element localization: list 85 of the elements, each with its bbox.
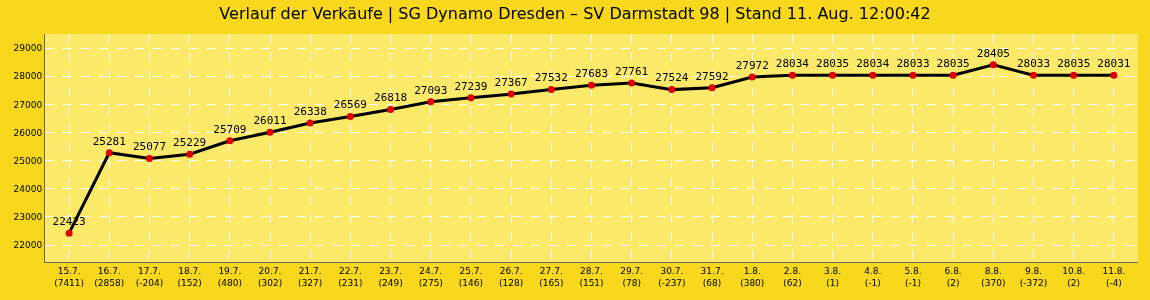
point xyxy=(346,113,354,120)
x-tick-label: 26.7. (128) xyxy=(499,265,524,288)
x-tick-label: 4.8. (-1) xyxy=(864,265,882,288)
x-tick-label: 23.7. (249) xyxy=(378,265,403,288)
data-label: 28033 xyxy=(1016,57,1051,71)
data-label: 27592 xyxy=(695,69,729,83)
y-tick-label: 23000 xyxy=(13,212,43,223)
data-label: 25281 xyxy=(92,134,126,148)
x-tick-label: 18.7. (152) xyxy=(177,265,202,288)
point xyxy=(708,84,716,92)
point xyxy=(507,90,515,98)
x-tick-label: 15.7. (7411) xyxy=(54,265,85,288)
x-tick-label: 29.7. (78) xyxy=(620,265,644,288)
point xyxy=(909,71,917,79)
x-tick-label: 5.8. (-1) xyxy=(904,265,922,288)
x-tick-label: 22.7. (231) xyxy=(338,265,363,288)
data-label: 26818 xyxy=(374,91,408,105)
point xyxy=(145,155,153,162)
y-tick-label: 28000 xyxy=(13,71,43,82)
point xyxy=(628,79,636,87)
x-tick-label: 31.7. (68) xyxy=(700,265,724,288)
y-tick-label: 27000 xyxy=(13,99,43,110)
y-tick-label: 25000 xyxy=(13,155,43,166)
y-tick-label: 22000 xyxy=(13,240,43,251)
x-tick-label: 1.8. (380) xyxy=(740,265,765,288)
point xyxy=(65,229,73,237)
x-tick-label: 9.8. (-372) xyxy=(1019,265,1048,288)
chart-title: Verlauf der Verkäufe | SG Dynamo Dresden – SV Darmstadt 98 | Stand 11. Aug. 12:00:42 xyxy=(219,3,931,23)
y-tick-label: 26000 xyxy=(13,127,43,138)
point xyxy=(949,71,957,79)
x-tick-label: 30.7. (-237) xyxy=(658,265,686,288)
point xyxy=(989,61,997,69)
point xyxy=(588,81,595,89)
point xyxy=(306,119,314,127)
x-tick-label: 20.7. (302) xyxy=(257,265,283,288)
data-label: 26569 xyxy=(333,98,367,112)
data-label: 26011 xyxy=(253,114,287,128)
x-tick-label: 19.7. (480) xyxy=(217,265,242,288)
point xyxy=(869,71,877,79)
point xyxy=(427,98,435,106)
x-tick-label: 10.8. (2) xyxy=(1062,265,1086,288)
data-label: 25229 xyxy=(173,136,207,150)
data-label: 28035 xyxy=(816,57,850,71)
point xyxy=(788,71,796,79)
x-tick-label: 2.8. (62) xyxy=(783,265,802,288)
data-label: 27972 xyxy=(735,58,769,72)
x-tick-label: 24.7. (275) xyxy=(418,265,443,288)
data-label: 28031 xyxy=(1097,57,1131,71)
data-label: 28034 xyxy=(775,57,810,71)
point xyxy=(105,149,113,157)
data-label: 27239 xyxy=(454,79,488,93)
point xyxy=(748,73,756,81)
y-tick-label: 24000 xyxy=(13,183,43,194)
x-tick-label: 27.7. (165) xyxy=(539,265,564,288)
data-label: 27093 xyxy=(414,83,448,97)
x-tick-label: 25.7. (146) xyxy=(458,265,484,288)
point xyxy=(226,137,234,145)
point xyxy=(387,105,395,113)
x-tick-label: 21.7. (327) xyxy=(298,265,323,288)
point xyxy=(547,85,555,93)
x-tick-label: 17.7. (-204) xyxy=(135,265,164,288)
x-tick-label: 28.7. (151) xyxy=(579,265,604,288)
data-label: 28035 xyxy=(1057,57,1091,71)
point xyxy=(266,128,274,136)
point xyxy=(467,94,475,102)
point xyxy=(668,86,676,94)
data-label: 28033 xyxy=(896,57,930,71)
point xyxy=(1030,71,1038,79)
data-label: 28034 xyxy=(856,57,890,71)
x-tick-label: 16.7. (2858) xyxy=(94,265,125,288)
point xyxy=(829,71,837,79)
data-label: 27367 xyxy=(494,75,528,89)
x-tick-label: 8.8. (370) xyxy=(981,265,1006,288)
y-tick-label: 29000 xyxy=(13,43,43,54)
point xyxy=(186,150,194,158)
data-label: 27532 xyxy=(534,71,568,85)
data-label: 27524 xyxy=(655,71,689,85)
point xyxy=(1110,71,1118,79)
x-tick-label: 11.8. (-4) xyxy=(1102,265,1126,288)
data-label: 28405 xyxy=(976,46,1010,60)
x-tick-label: 6.8. (2) xyxy=(944,265,962,288)
x-tick-label: 3.8. (1) xyxy=(824,265,842,288)
data-label: 28035 xyxy=(936,57,970,71)
point xyxy=(1070,71,1078,79)
data-label: 27761 xyxy=(615,64,649,78)
